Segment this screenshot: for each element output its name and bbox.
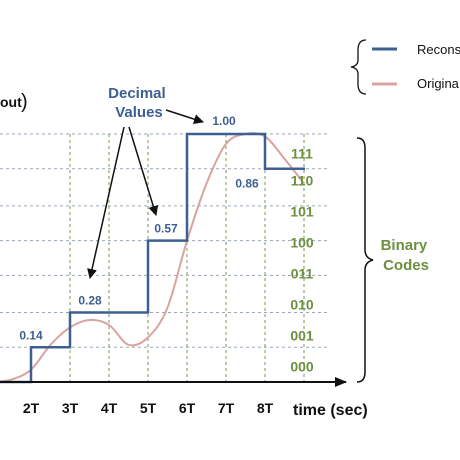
binary-codes-label: Binary Codes	[381, 237, 432, 274]
point-labels: 0.14 0.28 0.57 1.00 0.86	[19, 114, 259, 342]
point-label: 0.14	[19, 328, 43, 342]
binary-code: 110	[291, 173, 314, 189]
legend: Recons Origina	[350, 39, 460, 95]
original-signal	[0, 132, 305, 383]
x-tick-label: 5T	[140, 400, 157, 416]
y-axis-label-paren: )	[21, 91, 28, 113]
x-tick-label: 2T	[23, 400, 40, 416]
x-tick-label: 6T	[179, 400, 196, 416]
binary-code: 001	[290, 328, 314, 344]
legend-label-original: Origina	[417, 76, 460, 91]
binary-codes-brace	[356, 137, 374, 383]
x-tick-label: 4T	[101, 400, 118, 416]
binary-code: 011	[291, 266, 314, 282]
x-tick-label: 8T	[257, 400, 274, 416]
x-tick-labels: 2T 3T 4T 5T 6T 7T 8T	[23, 400, 274, 416]
decimal-arrow-right	[128, 126, 159, 216]
binary-code: 000	[290, 359, 314, 375]
decimal-arrow-top	[165, 109, 204, 124]
point-label: 0.28	[78, 294, 102, 308]
point-label: 0.86	[235, 177, 259, 191]
binary-code: 100	[290, 235, 314, 251]
reconstructed-step-line	[0, 132, 305, 384]
x-axis-label: time (sec)	[293, 402, 368, 419]
decimal-arrow-left	[87, 126, 125, 279]
legend-brace	[350, 39, 367, 95]
x-tick-label: 3T	[62, 400, 79, 416]
original-signal-line	[0, 132, 305, 383]
binary-code-labels: 000 001 010 011 100 101 110 111	[290, 146, 314, 375]
point-label: 0.57	[154, 222, 178, 236]
reconstructed-signal	[0, 132, 305, 384]
y-axis-label-fragment: out	[0, 94, 22, 110]
binary-code: 010	[290, 297, 314, 313]
binary-code: 111	[291, 146, 313, 162]
decimal-values-label: Decimal Values	[108, 85, 170, 121]
binary-code: 101	[290, 204, 314, 220]
legend-label-recons: Recons	[417, 42, 460, 57]
x-tick-label: 7T	[218, 400, 235, 416]
point-label: 1.00	[212, 114, 236, 128]
